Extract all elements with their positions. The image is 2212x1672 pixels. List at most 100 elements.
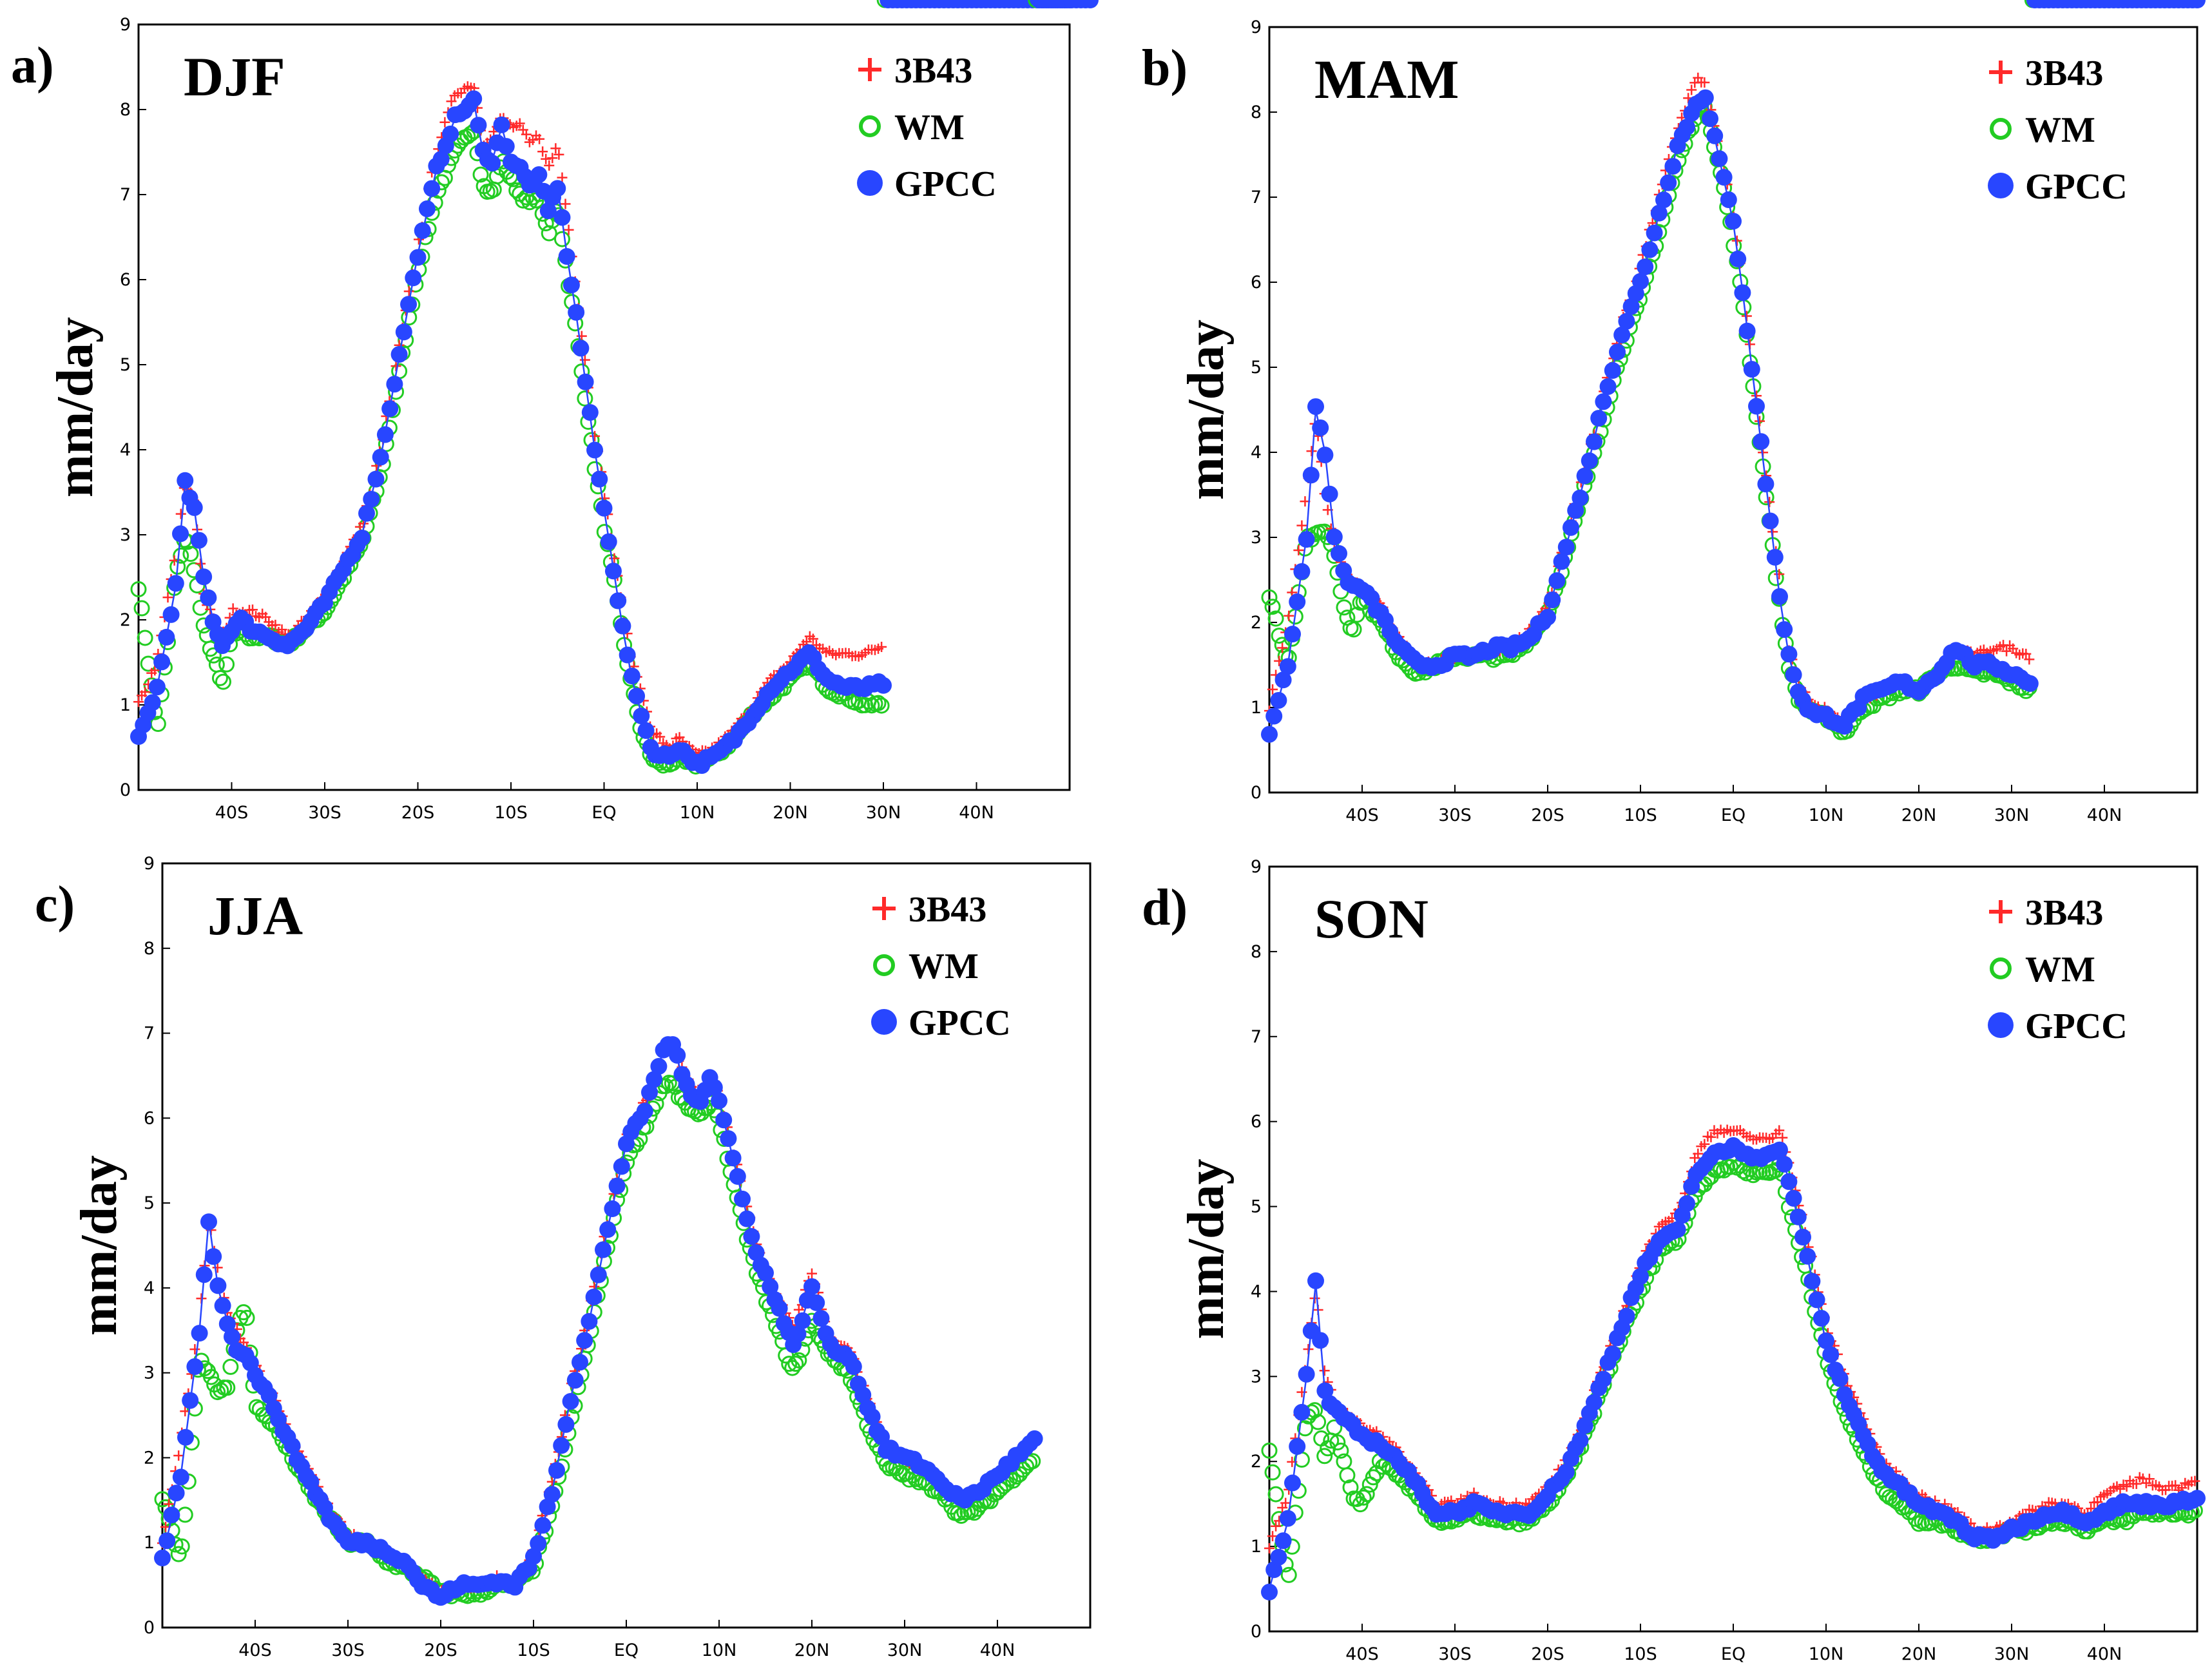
b43-point: [547, 153, 558, 164]
x-tick-label: 30S: [1438, 805, 1472, 825]
x-tick-label: 40S: [1345, 1644, 1379, 1664]
gpcc-point: [1265, 707, 1283, 725]
y-tick-label: 8: [144, 939, 155, 959]
gpcc-point: [1316, 1382, 1334, 1399]
legend-wm-marker: [1990, 118, 2012, 140]
gpcc-point: [577, 373, 594, 390]
gpcc-point: [167, 575, 184, 592]
gpcc-point: [1660, 174, 1677, 191]
legend-label: GPCC: [909, 1003, 1011, 1043]
legend-label: GPCC: [894, 164, 997, 204]
panel-a: 0 1 2 3 4 5 6 7 8 9 40S 30S 20S 10S EQ 10N 20N 30N 40N mm/d…: [11, 0, 1078, 823]
wm-point: [173, 1538, 190, 1555]
wm-point: [219, 1379, 236, 1396]
y-tick-label: 8: [1251, 102, 1262, 122]
x-tick-label: 20S: [401, 803, 435, 823]
gpcc-point: [1762, 512, 1779, 530]
gpcc-point: [1274, 671, 1292, 689]
gpcc-point: [1274, 1532, 1292, 1550]
b43-point: [2092, 1497, 2103, 1508]
x-tick-label: 30N: [1994, 805, 2030, 825]
gpcc-point: [1261, 725, 1278, 743]
x-tick-label: 30S: [331, 1640, 365, 1660]
x-tick-label: EQ: [1721, 805, 1746, 825]
gpcc-point: [581, 404, 599, 421]
gpcc-point: [1599, 378, 1617, 395]
gpcc-point: [548, 1462, 565, 1479]
y-tick-label: 1: [1251, 698, 1262, 718]
gpcc-point: [497, 138, 515, 155]
gpcc-point: [1586, 433, 1602, 450]
gpcc-point: [2189, 0, 2206, 8]
gpcc-point: [1678, 119, 1695, 136]
gpcc-point: [1590, 410, 1608, 427]
wm-point: [133, 600, 150, 617]
y-tick-label: 3: [144, 1363, 155, 1383]
gpcc-point: [186, 1358, 204, 1376]
legend-gpcc-marker: [871, 1009, 897, 1035]
gpcc-point: [543, 1486, 561, 1503]
gpcc-point: [771, 1300, 788, 1317]
gpcc-point: [586, 441, 604, 459]
gpcc-point: [218, 1315, 236, 1332]
gpcc-point: [1818, 1332, 1834, 1349]
gpcc-point: [1548, 572, 1566, 590]
b43-point: [2001, 646, 2012, 657]
legend-3b43-marker: [858, 58, 881, 81]
wm-point: [1310, 1414, 1327, 1430]
gpcc-point: [205, 1248, 222, 1265]
gpcc-point: [1312, 419, 1329, 436]
gpcc-point: [409, 249, 427, 266]
gpcc-point: [1595, 1370, 1612, 1388]
gpcc-point: [604, 1200, 621, 1218]
b43-point: [1264, 1542, 1274, 1553]
legend-label: 3B43: [2025, 53, 2103, 93]
gpcc-point: [591, 470, 608, 488]
gpcc-point: [1539, 608, 1556, 626]
gpcc-point: [1572, 1432, 1589, 1449]
b43-point: [655, 731, 666, 742]
x-tick-label: 20S: [1531, 805, 1564, 825]
gpcc-point: [738, 1210, 756, 1227]
wm-point: [873, 697, 890, 714]
gpcc-point: [534, 1517, 552, 1534]
gpcc-point: [214, 1297, 231, 1314]
gpcc-point: [1706, 127, 1724, 144]
gpcc-point: [1284, 626, 1301, 643]
gpcc-point: [525, 1548, 542, 1565]
wm-point: [901, 1471, 918, 1488]
gpcc-point: [1632, 1268, 1649, 1285]
gpcc-point: [154, 1550, 171, 1567]
legend-3b43-marker: [872, 897, 896, 920]
wm-point: [1024, 1453, 1041, 1470]
gpcc-point: [619, 646, 636, 664]
gpcc-point: [1678, 1195, 1695, 1213]
x-tick-label: 30S: [308, 803, 341, 823]
gpcc-point: [1595, 393, 1612, 410]
b43-point: [2131, 1478, 2142, 1489]
b43-point: [2189, 1475, 2200, 1486]
y-tick-label: 7: [1251, 187, 1262, 207]
legend-label: WM: [894, 108, 965, 148]
gpcc-point: [743, 1228, 760, 1245]
gpcc-point: [720, 1130, 737, 1148]
gpcc-point: [608, 1177, 626, 1195]
legend-label: 3B43: [909, 890, 986, 930]
wm-point: [1329, 1434, 1346, 1451]
gpcc-point: [1609, 343, 1626, 361]
gpcc-point: [182, 1392, 199, 1409]
legend-label: GPCC: [2025, 167, 2128, 207]
gpcc-point: [636, 1102, 653, 1120]
season-title: DJF: [184, 46, 285, 108]
gpcc-point: [553, 1437, 570, 1454]
x-tick-label: 40S: [1345, 805, 1379, 825]
b43-point: [544, 160, 555, 171]
gpcc-point: [576, 1332, 593, 1349]
wm-point: [553, 231, 570, 247]
b43-point: [1296, 1387, 1307, 1398]
gpcc-point: [1715, 169, 1733, 186]
b43-point: [1306, 446, 1317, 457]
b43-point: [541, 153, 552, 164]
x-tick-label: 30N: [866, 803, 901, 823]
gpcc-point: [414, 222, 431, 239]
